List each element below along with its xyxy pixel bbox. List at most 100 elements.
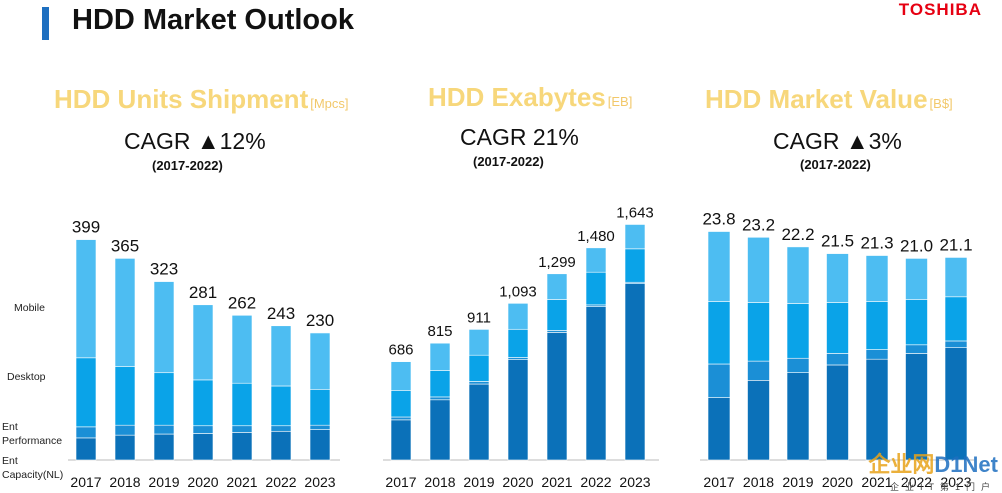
- x-tick-label: 2021: [861, 474, 892, 490]
- bar-segment-desktop: [707, 301, 731, 365]
- bar-total-label: 21.3: [860, 234, 893, 253]
- x-tick-label: 2019: [463, 474, 494, 490]
- legend-desktop-label: Desktop: [7, 371, 46, 383]
- x-tick-label: 2017: [703, 474, 734, 490]
- bar-segment-mobile: [786, 246, 810, 304]
- watermark-prefix: 企业网: [868, 452, 935, 477]
- units-shipment-title-text: HDD Units Shipment: [54, 84, 309, 114]
- bar-segment-desktop: [786, 303, 810, 359]
- bar-segment-ent-performance: [826, 353, 849, 366]
- market-value-unit: [B$]: [929, 96, 953, 111]
- x-tick-label: 2019: [782, 474, 813, 490]
- bar-total-label: 1,093: [499, 283, 537, 300]
- bar-segment-ent-performance: [786, 357, 810, 373]
- bar-segment-desktop: [826, 302, 849, 354]
- market-value-period: (2017-2022): [800, 157, 871, 172]
- brand-logo: TOSHIBA: [898, 0, 982, 19]
- x-tick-label: 2018: [109, 474, 140, 490]
- watermark-logo: 企业网D1Net: [868, 447, 998, 479]
- bar-segment-ent-performance: [707, 363, 731, 398]
- bar-segment-mobile: [390, 361, 412, 391]
- bar-segment-mobile: [75, 239, 97, 359]
- exabytes-cagr: CAGR 21%: [460, 124, 579, 150]
- bar-segment-mobile: [114, 258, 136, 367]
- units-shipment-period: (2017-2022): [152, 158, 223, 173]
- bar-segment-mobile: [585, 247, 607, 273]
- x-tick-label: 2021: [226, 474, 257, 490]
- x-tick-label: 2023: [940, 474, 971, 490]
- bar-segment-mobile: [826, 253, 849, 303]
- bar-segment-mobile: [429, 342, 451, 371]
- bar-total-label: 21.5: [821, 232, 854, 251]
- watermark-suffix: D1Net: [934, 452, 998, 477]
- x-tick-label: 2021: [541, 474, 572, 490]
- bar-segment-mobile: [707, 231, 731, 302]
- exabytes-period: (2017-2022): [473, 154, 544, 169]
- bar-segment-ent-capacity: [865, 358, 889, 461]
- bar-segment-desktop: [905, 299, 928, 346]
- units-shipment-title: HDD Units Shipment [Mpcs]: [54, 84, 349, 115]
- bar-segment-mobile: [944, 257, 968, 298]
- bar-segment-mobile: [546, 273, 568, 300]
- bar-total-label: 399: [72, 218, 100, 237]
- bar-segment-mobile: [468, 329, 490, 356]
- exabytes-unit: [EB]: [607, 94, 633, 109]
- title-accent-bar: [42, 7, 49, 40]
- exabytes-title: HDD Exabytes [EB]: [428, 82, 632, 113]
- bar-total-label: 815: [427, 323, 452, 340]
- legend-ent-performance-label: Ent Performance: [2, 421, 63, 447]
- market-value-cagr: CAGR ▲3%: [773, 128, 902, 154]
- bar-segment-desktop: [747, 302, 770, 362]
- bar-total-label: 365: [111, 236, 139, 255]
- bar-total-label: 21.1: [939, 235, 972, 254]
- bar-segment-ent-capacity: [944, 347, 968, 461]
- x-tick-label: 2023: [304, 474, 335, 490]
- bar-segment-ent-performance: [905, 344, 928, 354]
- bar-total-label: 1,480: [577, 228, 615, 245]
- x-tick-label: 2020: [822, 474, 853, 490]
- bar-segment-mobile: [905, 258, 928, 300]
- bar-segment-mobile: [309, 332, 331, 390]
- bar-segment-ent-performance: [747, 360, 770, 381]
- bar-segment-mobile: [865, 255, 889, 302]
- bar-segment-ent-capacity: [786, 372, 810, 461]
- x-tick-label: 2018: [743, 474, 774, 490]
- x-tick-label: 2019: [148, 474, 179, 490]
- legend-ent-capacity-label: Ent Capacity(NL): [2, 455, 64, 481]
- x-tick-label: 2020: [502, 474, 533, 490]
- bar-total-label: 21.0: [900, 236, 933, 255]
- x-tick-label: 2017: [70, 474, 101, 490]
- bar-total-label: 243: [267, 304, 295, 323]
- bar-segment-mobile: [747, 236, 770, 303]
- bar-segment-mobile: [507, 303, 529, 330]
- x-tick-label: 2022: [265, 474, 296, 490]
- bar-total-label: 230: [306, 311, 334, 330]
- bar-total-label: 281: [189, 283, 217, 302]
- bar-total-label: 23.8: [702, 210, 735, 229]
- bar-segment-ent-capacity: [707, 397, 731, 461]
- bar-segment-ent-capacity: [905, 353, 928, 461]
- units-shipment-unit: [Mpcs]: [310, 96, 349, 111]
- legend-mobile-label: Mobile: [14, 302, 45, 314]
- bar-segment-desktop: [944, 296, 968, 342]
- bar-segment-ent-capacity: [826, 364, 849, 461]
- watermark-sub: 企业IT第1门户: [889, 482, 996, 492]
- bar-total-label: 1,299: [538, 254, 576, 271]
- bar-segment-mobile: [153, 281, 175, 374]
- market-value-title-text: HDD Market Value: [705, 84, 928, 114]
- bar-total-label: 911: [467, 309, 491, 326]
- x-tick-label: 2023: [619, 474, 650, 490]
- exabytes-title-text: HDD Exabytes: [428, 82, 606, 112]
- bar-total-label: 686: [388, 342, 413, 359]
- bar-total-label: 22.2: [781, 225, 814, 244]
- bar-total-label: 1,643: [616, 204, 654, 221]
- x-tick-label: 2022: [580, 474, 611, 490]
- x-tick-label: 2020: [187, 474, 218, 490]
- bar-segment-ent-performance: [865, 349, 889, 360]
- bar-segment-mobile: [231, 314, 253, 384]
- bar-total-label: 23.2: [742, 215, 775, 234]
- x-tick-label: 2018: [424, 474, 455, 490]
